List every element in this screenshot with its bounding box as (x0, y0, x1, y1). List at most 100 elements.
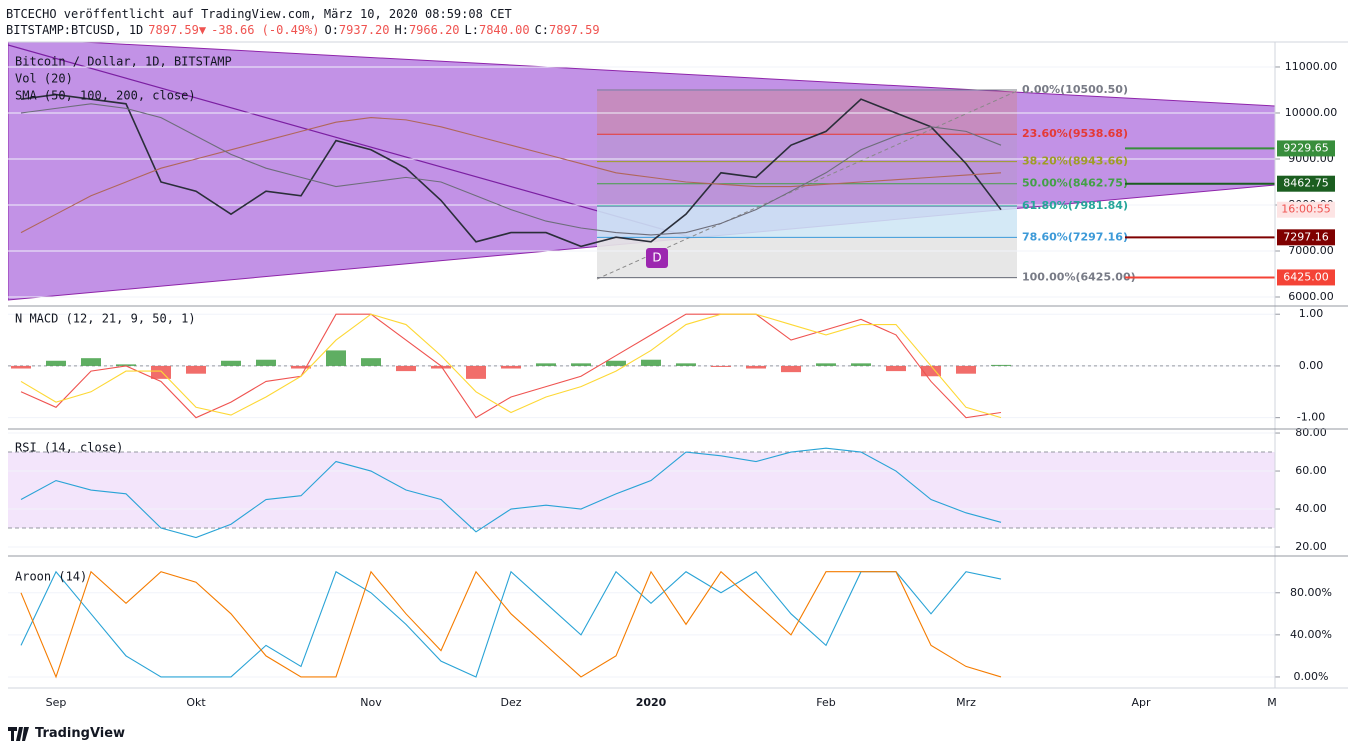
x-tick-label: Sep (46, 696, 67, 709)
plot: 6000.007000.008000.009000.0010000.001100… (8, 60, 1337, 709)
indicator-legend: RSI (14, close) (15, 441, 123, 455)
y-tick-label: 6000.00 (1288, 290, 1334, 303)
histogram-bar (81, 358, 101, 366)
series-line (20, 103, 1002, 236)
series-line (20, 93, 1002, 248)
quote-item: O: (324, 23, 339, 37)
footer: TradingView (8, 726, 125, 741)
fib-label: 61.80%(7981.84) (1022, 199, 1128, 212)
fib-label: 100.00%(6425.00) (1022, 270, 1136, 283)
histogram-bar (221, 360, 241, 366)
y-tick-label: -1.00 (1297, 411, 1325, 424)
histogram-bar (886, 365, 906, 372)
quote-group: BITSTAMP:BTCUSD, 1D (6, 23, 143, 37)
histogram-bar (291, 365, 311, 369)
quote-item: -38.66 (-0.49%) (211, 23, 320, 37)
y-tick-label: 0.00 (1299, 359, 1324, 372)
fib-label: 23.60%(9538.68) (1022, 127, 1128, 140)
symbol-legend: Bitcoin / Dollar, 1D, BITSTAMP (15, 55, 232, 69)
histogram-bar (46, 360, 66, 366)
quote-item: ▼ (198, 23, 207, 37)
logo (8, 726, 29, 741)
header: BTCECHO veröffentlicht auf TradingView.c… (6, 6, 605, 38)
fib-label: 38.20%(8943.66) (1022, 155, 1128, 168)
series-line (20, 570, 1002, 678)
histogram-bar (956, 365, 976, 374)
quote-line: BITSTAMP:BTCUSD, 1D 7897.59▼ -38.66 (-0.49… (6, 22, 605, 38)
histogram-bar (466, 365, 486, 379)
price-tag-label: 9229.65 (1283, 141, 1329, 154)
marker-label: D (652, 251, 661, 265)
histogram-bar (361, 358, 381, 366)
price-tag-label: 6425.00 (1283, 270, 1329, 283)
price-tag-label: 8462.75 (1283, 177, 1329, 190)
histogram-bar (606, 360, 626, 366)
series-line (20, 313, 1002, 419)
y-tick-label: 40.00 (1295, 502, 1327, 515)
price-tag-label: 7297.16 (1283, 230, 1329, 243)
quote-group: O:7937.20 (324, 23, 389, 37)
y-tick-label: 0.00% (1294, 670, 1329, 683)
x-tick-label: M (1267, 696, 1277, 709)
price-tag (1277, 269, 1335, 286)
countdown-tag (1277, 201, 1335, 218)
x-tick-label: Feb (816, 696, 835, 709)
histogram-bar (186, 365, 206, 374)
histogram-bar (676, 363, 696, 366)
series-line (20, 447, 1002, 539)
indicator-legend: SMA (50, 100, 200, close) (15, 89, 196, 103)
quote-group: C:7897.59 (535, 23, 600, 37)
price-tag (1277, 229, 1335, 246)
fib-label: 0.00%(10500.50) (1022, 83, 1128, 96)
marker-badge (646, 248, 668, 268)
histogram-bar (396, 365, 416, 372)
x-tick-label: Okt (186, 696, 206, 709)
quote-item: 7897.59 (148, 23, 199, 37)
x-tick-label: Mrz (956, 696, 976, 709)
brand: TradingView (35, 726, 126, 741)
histogram-bar (746, 365, 766, 369)
indicator-legend: Vol (20) (15, 72, 73, 86)
quote-item: H: (394, 23, 409, 37)
y-tick-label: 40.00% (1290, 628, 1332, 641)
indicator-legend: Aroon (14) (15, 570, 87, 584)
histogram-bar (116, 364, 136, 366)
rsi-band (8, 452, 1275, 529)
histogram-bar (11, 365, 31, 369)
quote-item: 7840.00 (478, 23, 530, 37)
y-tick-label: 80.00 (1295, 426, 1327, 439)
quote-group: L:7840.00 (465, 23, 530, 37)
histogram-bar (431, 365, 451, 369)
quote-group: H:7966.20 (395, 23, 460, 37)
quote-item: BITSTAMP:BTCUSD, 1D (6, 23, 144, 37)
histogram-bar (711, 365, 731, 367)
fib-band (597, 207, 1017, 238)
y-tick-label: 10000.00 (1285, 106, 1338, 119)
histogram-bar (536, 363, 556, 366)
histogram-bar (256, 359, 276, 366)
quote-item: 7937.20 (338, 23, 390, 37)
histogram-bar (641, 359, 661, 366)
histogram-bar (501, 365, 521, 369)
indicator-legend: N MACD (12, 21, 9, 50, 1) (15, 312, 196, 326)
y-tick-label: 1.00 (1299, 307, 1324, 320)
histogram-bar (326, 350, 346, 366)
y-tick-label: 7000.00 (1288, 244, 1334, 257)
quote-item: L: (464, 23, 479, 37)
histogram-bar (921, 365, 941, 377)
quote-item: 7966.20 (408, 23, 460, 37)
histogram-bar (991, 364, 1011, 366)
x-tick-label: Nov (360, 696, 382, 709)
y-tick-label: 20.00 (1295, 540, 1327, 553)
x-tick-label: Apr (1131, 696, 1151, 709)
series-line (20, 117, 1002, 234)
price-tag (1277, 175, 1335, 192)
histogram-bar (816, 363, 836, 366)
price-tag (1277, 140, 1335, 157)
x-tick-label: Dez (500, 696, 521, 709)
fib-label: 50.00%(8462.75) (1022, 177, 1128, 190)
countdown-label: 16:00:55 (1281, 203, 1330, 216)
publisher: BTCECHO veröffentlicht auf TradingView.c… (6, 7, 512, 21)
